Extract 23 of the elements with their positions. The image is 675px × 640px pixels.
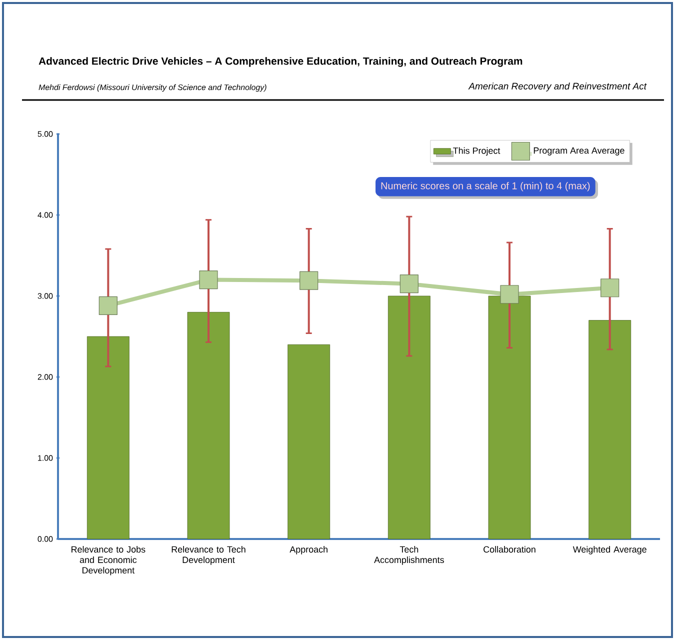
bar bbox=[288, 344, 330, 540]
bar bbox=[86, 336, 130, 540]
bar bbox=[388, 296, 430, 540]
x-tick-label: Weighted Average bbox=[572, 546, 646, 554]
x-tick-label: Collaboration bbox=[484, 546, 536, 553]
x-tick-label: Tech Accomplishments bbox=[374, 546, 444, 565]
x-tick-label: Relevance to Tech Development bbox=[172, 546, 246, 565]
bar bbox=[187, 312, 230, 540]
annotation: Numeric scores on a scale of 1 (min) to 4 (max) bbox=[381, 182, 590, 192]
legend-label: Program Area Average bbox=[534, 147, 624, 156]
x-tick-label: Relevance to Jobs and Economic Development bbox=[72, 546, 146, 576]
x-tick-label: Approach bbox=[290, 546, 328, 554]
chart-title: Advanced Electric Drive Vehicles – A Comprehensive Education, Training, and Outreach Program bbox=[38, 57, 522, 67]
point bbox=[600, 278, 620, 298]
point bbox=[300, 271, 318, 290]
text: American Recovery and Reinvestment Act bbox=[468, 82, 647, 92]
bar bbox=[588, 320, 632, 540]
legend-label: This Project bbox=[453, 147, 500, 156]
point bbox=[98, 296, 118, 316]
bar bbox=[488, 296, 531, 540]
point bbox=[199, 270, 218, 290]
point bbox=[500, 285, 519, 304]
point bbox=[400, 274, 418, 294]
